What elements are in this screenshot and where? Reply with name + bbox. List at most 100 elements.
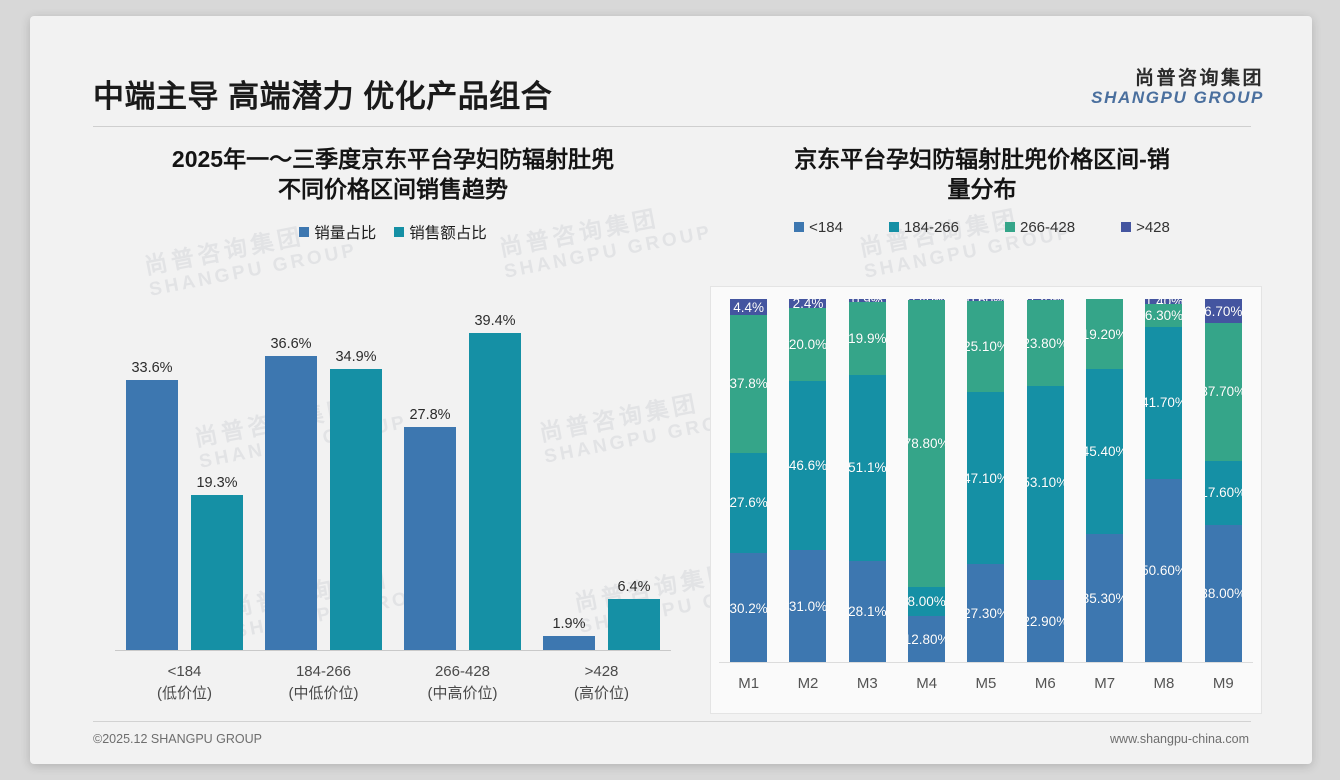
segment-value-label: 1.40% xyxy=(1145,299,1182,304)
stacked-bar-segment[interactable]: 0.20% xyxy=(1026,299,1064,300)
stacked-bar-segment[interactable]: 19.9% xyxy=(848,302,886,375)
stacked-bar-segment[interactable]: 50.60% xyxy=(1145,478,1183,663)
stacked-bar[interactable]: 0.10%19.20%45.40%35.30% xyxy=(1086,299,1124,663)
stacked-bar-segment[interactable]: 12.80% xyxy=(908,616,946,663)
x-axis-tick-label: M7 xyxy=(1094,675,1116,692)
segment-value-label: 31.0% xyxy=(789,599,827,615)
chart-title-left-line1: 2025年一～三季度京东平台孕妇防辐射肚兜 xyxy=(171,146,615,172)
stacked-bar-segment[interactable]: 38.00% xyxy=(1204,524,1242,663)
stacked-bar-segment[interactable]: 31.0% xyxy=(789,550,827,663)
legend-item[interactable]: 销售额占比 xyxy=(394,221,487,243)
footer-website[interactable]: www.shangpu-china.com xyxy=(1110,732,1249,746)
x-axis-tick-labels: M1 M2 M3 M4 M5 M6 M7 M8 M9 xyxy=(719,664,1253,713)
stacked-bar-segment[interactable]: 46.6% xyxy=(789,380,827,551)
bar[interactable]: 27.8% xyxy=(404,407,456,651)
stacked-bar[interactable]: 0.20% 23.80% 53.10% 22.90% xyxy=(1026,299,1064,663)
stacked-bar-segment[interactable]: 4.4% xyxy=(730,299,768,316)
grouped-bar-series-area: 33.6% 19.3% 36.6% 34.9% 27.8% 39.4% 1.9% 6.4% xyxy=(115,296,671,651)
stacked-bar[interactable]: 0.40% 78.80% 8.00% 12.80% xyxy=(908,299,946,663)
legend-label: 销量占比 xyxy=(314,224,377,242)
stacked-bar[interactable]: 0.9% 19.9% 51.1% 28.1% xyxy=(848,299,886,663)
stacked-bar[interactable]: 0.60% 25.10% 47.10% 27.30% xyxy=(967,299,1005,663)
stacked-bar-segment[interactable]: 1.40% xyxy=(1145,299,1183,305)
stacked-bar-segment[interactable]: 35.30% xyxy=(1086,534,1124,663)
legend-swatch-icon xyxy=(794,222,805,233)
stacked-bar-segment[interactable]: 51.1% xyxy=(848,374,886,561)
footer-divider xyxy=(93,721,1251,722)
legend-item[interactable]: >428 xyxy=(1121,219,1170,236)
stacked-bar-segment[interactable]: 22.90% xyxy=(1026,579,1064,663)
stacked-bar-segment[interactable]: 8.00% xyxy=(908,587,946,617)
bar[interactable]: 36.6% xyxy=(265,336,317,651)
bar[interactable]: 19.3% xyxy=(191,475,243,651)
stacked-bar-segment[interactable]: 27.6% xyxy=(730,452,768,554)
bar-fill xyxy=(543,635,595,651)
stacked-bar-segment[interactable]: 37.8% xyxy=(730,315,768,453)
legend-label: 266-428 xyxy=(1020,218,1076,236)
stacked-bar-segment[interactable]: 6.30% xyxy=(1145,304,1183,328)
x-axis-tick-label: M2 xyxy=(797,675,819,692)
segment-value-label: 23.80% xyxy=(1027,335,1064,351)
stacked-bar-segment[interactable]: 19.20% xyxy=(1086,299,1124,370)
stacked-bar-column: 6.70% 37.70% 17.60% 38.00% xyxy=(1194,299,1253,663)
segment-value-label: 51.1% xyxy=(848,460,886,476)
stacked-bar[interactable]: 1.40% 6.30% 41.70% 50.60% xyxy=(1145,299,1183,663)
stacked-bar-segment[interactable]: 20.0% xyxy=(789,307,827,381)
stacked-bar-segment[interactable]: 78.80% xyxy=(908,300,946,588)
bar-value-label: 39.4% xyxy=(474,313,516,330)
stacked-bar-segment[interactable]: 0.60% xyxy=(967,299,1005,302)
stacked-bar-segment[interactable]: 17.60% xyxy=(1204,460,1242,525)
segment-value-label: 37.70% xyxy=(1205,384,1242,400)
stacked-bar-segment[interactable]: 28.1% xyxy=(848,560,886,663)
stacked-bar-segment[interactable]: 30.2% xyxy=(730,553,768,663)
segment-value-label: 38.00% xyxy=(1205,586,1242,602)
footer-copyright: ©2025.12 SHANGPU GROUP xyxy=(93,732,262,746)
segment-value-label: 0.9% xyxy=(852,299,883,302)
bar[interactable]: 39.4% xyxy=(469,313,521,651)
stacked-bar-segment[interactable]: 37.70% xyxy=(1204,323,1242,461)
slide-header: 中端主导 高端潜力 优化产品组合 尚普咨询集团 SHANGPU GROUP xyxy=(30,16,1312,118)
segment-value-label: 30.2% xyxy=(730,600,768,616)
x-axis-line xyxy=(719,662,1253,663)
segment-value-label: 47.10% xyxy=(967,470,1004,486)
stacked-bar[interactable]: 6.70% 37.70% 17.60% 38.00% xyxy=(1204,299,1242,663)
x-axis-tick-label: M8 xyxy=(1153,675,1175,692)
stacked-bar-segment[interactable]: 45.40% xyxy=(1086,369,1124,535)
bar-value-label: 34.9% xyxy=(335,349,377,366)
stacked-bar-segment[interactable]: 53.10% xyxy=(1026,386,1064,580)
legend-item[interactable]: 266-428 xyxy=(1005,219,1075,236)
legend-label: 184-266 xyxy=(903,218,959,236)
stacked-bar-segment[interactable]: 2.4% xyxy=(789,299,827,308)
legend-item[interactable]: 184-266 xyxy=(888,218,959,236)
stacked-bar-segment[interactable]: 25.10% xyxy=(967,301,1005,393)
stacked-bar-segment[interactable]: 47.10% xyxy=(967,392,1005,564)
segment-value-label: 12.80% xyxy=(908,632,945,648)
segment-value-label: 50.60% xyxy=(1145,563,1182,579)
bar-fill xyxy=(404,426,456,651)
stacked-bar[interactable]: 2.4% 20.0% 46.6% 31.0% xyxy=(789,299,827,663)
legend-item[interactable]: 销量占比 xyxy=(299,221,376,243)
brand-logo: 尚普咨询集团 SHANGPU GROUP xyxy=(1091,69,1264,107)
bar[interactable]: 34.9% xyxy=(330,349,382,651)
legend-label: <184 xyxy=(809,218,843,236)
stacked-bar-segment[interactable]: 0.9% xyxy=(848,299,886,303)
bar-fill xyxy=(608,599,660,651)
chart-title-right-line2: 量分布 xyxy=(947,176,1017,203)
bar[interactable]: 33.6% xyxy=(126,360,178,651)
stacked-bar-column: 1.40% 6.30% 41.70% 50.60% xyxy=(1134,299,1193,663)
x-axis-tick-labels: <184 (低价位) 184-266 (中低价位) 266-428 (中高价位) >428(… xyxy=(115,652,671,714)
chart-title-right-line1: 京东平台孕妇防辐射肚兜价格区间-销 xyxy=(794,146,1170,172)
stacked-bar-segment[interactable]: 27.30% xyxy=(967,563,1005,663)
segment-value-label: 6.30% xyxy=(1145,308,1183,324)
segment-value-label: 2.4% xyxy=(792,299,824,308)
stacked-bar-segment[interactable]: 23.80% xyxy=(1026,299,1064,387)
bar[interactable]: 1.9% xyxy=(543,616,595,651)
legend-item[interactable]: <184 xyxy=(794,219,843,236)
chart-panel-sales-trend: 2025年一～三季度京东平台孕妇防辐射肚兜 不同价格区间销售趋势 销量占比 销售… xyxy=(93,144,693,719)
legend-right: <184 184-266 266-428 >428 xyxy=(702,219,1262,236)
stacked-bar[interactable]: 4.4% 37.8% 27.6% 30.2% xyxy=(730,299,768,663)
bar[interactable]: 6.4% xyxy=(608,579,660,651)
stacked-bar-segment[interactable]: 41.70% xyxy=(1145,327,1183,479)
stacked-bar-segment[interactable]: 6.70% xyxy=(1204,299,1242,324)
stacked-bar-segment[interactable]: 0.40% xyxy=(908,299,946,301)
